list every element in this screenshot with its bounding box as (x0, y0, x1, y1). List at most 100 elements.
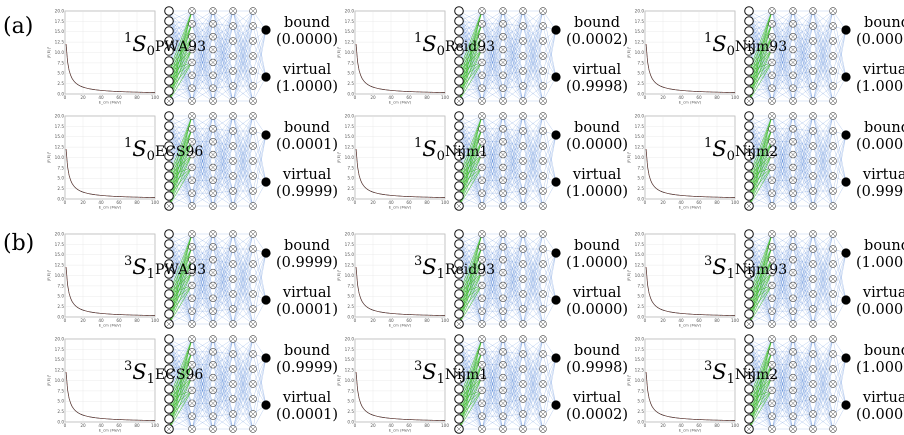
node-cross-mark (790, 113, 796, 119)
network-edge (481, 338, 504, 391)
x-tick-label: 20 (370, 423, 376, 428)
input-node (744, 309, 754, 319)
network-edge (792, 141, 814, 177)
node-cross-mark (790, 270, 796, 276)
bound-output-label: bound(1.0000) (566, 238, 628, 271)
y-tick-label: 10.0 (55, 378, 65, 383)
virtual-output-label-text: virtual (862, 62, 904, 78)
network-edge (771, 180, 794, 207)
network-edge (212, 415, 234, 430)
network-edge (212, 130, 234, 168)
network-edge-highlight (168, 62, 193, 102)
node-cross-mark (479, 164, 485, 170)
node-cross-mark (769, 139, 775, 145)
input-node (164, 269, 174, 279)
network-edge (458, 115, 483, 155)
node-cross-mark (520, 231, 526, 237)
network-edge (502, 246, 524, 310)
node-cross-mark (830, 173, 836, 179)
node-cross-mark (830, 231, 836, 237)
network-edge (481, 233, 504, 260)
network-edge (771, 233, 794, 286)
network-edge-highlight (748, 338, 773, 430)
network-edge (832, 130, 847, 183)
node-cross-mark (479, 362, 485, 368)
network-edge (458, 10, 483, 50)
potential-name: ECS96 (154, 144, 204, 160)
network-edge (502, 263, 524, 299)
network-edge (232, 383, 254, 430)
network-edge (232, 338, 254, 400)
network-edge (502, 154, 524, 207)
network-edge (748, 115, 773, 155)
x-tick-label: 60 (406, 423, 412, 428)
x-tick-label: 0 (64, 423, 67, 428)
network-edge (502, 293, 524, 325)
channel-label: 1S0Nijm2 (704, 137, 802, 163)
network-edge (168, 298, 193, 325)
network-edge-highlight (168, 49, 193, 72)
network-edge (212, 353, 234, 404)
input-node (454, 364, 464, 374)
y-tick-label: 5.0 (637, 176, 644, 181)
node-cross-mark (540, 8, 546, 14)
network-edge (232, 263, 254, 325)
network-edge (832, 233, 847, 301)
node-cross-mark (479, 375, 485, 381)
network-edge (458, 351, 483, 380)
network-edge (502, 263, 524, 312)
x-tick-label: 40 (98, 95, 104, 100)
network-edge (481, 338, 504, 365)
network-edge (502, 167, 524, 192)
network-edge-highlight (168, 338, 193, 420)
network-edge (522, 55, 544, 102)
y-tick-label: 15.0 (345, 134, 355, 139)
network-edge (232, 115, 254, 177)
input-node (744, 239, 754, 249)
bound-output-label-probability: (0.9999) (276, 254, 339, 271)
network-edge (522, 338, 544, 400)
node-cross-mark (769, 177, 775, 183)
y-tick-label: 20.0 (345, 113, 355, 118)
x-tick-label: 60 (406, 318, 412, 323)
node-cross-mark (540, 261, 546, 267)
node-cross-mark (230, 173, 236, 179)
node-cross-mark (790, 387, 796, 393)
network-edge (168, 351, 193, 390)
network-edge (502, 141, 524, 177)
bound-output-label: bound(0.0001) (856, 120, 904, 153)
virtual-output-label: virtual(1.0000) (856, 62, 904, 95)
panel-b-reid93: 0.0 2.5 5.0 7.5 10.0 12.5 15.0 17.5 20.0 0 20 40 60 8… (336, 229, 638, 329)
network-edge (481, 62, 504, 102)
y-tick-label: 15.0 (55, 29, 65, 34)
network-edge-highlight (168, 49, 193, 92)
input-node (744, 56, 754, 66)
network-edge (212, 36, 234, 57)
node-cross-mark (520, 173, 526, 179)
network-edge (522, 338, 544, 370)
node-cross-mark (479, 72, 485, 78)
node-cross-mark (520, 158, 526, 164)
network-edge (792, 390, 814, 430)
network-edge (502, 233, 524, 295)
mini-plot: 0.02.55.07.510.012.515.017.520.00 20 40 60 8… (336, 336, 449, 432)
node-cross-mark (500, 203, 506, 209)
node-cross-mark (189, 321, 195, 327)
network-edge (212, 167, 234, 207)
node-cross-mark (790, 126, 796, 132)
network-edge (542, 115, 557, 183)
y-tick-label: 2.5 (347, 186, 354, 191)
network-edge (212, 353, 234, 417)
network-edge-highlight (458, 115, 483, 207)
network-edge (502, 338, 524, 353)
node-cross-mark (769, 231, 775, 237)
network-edge (502, 55, 524, 76)
network-edge (502, 25, 524, 76)
network-edge (212, 25, 234, 89)
network-edge (212, 49, 234, 72)
node-cross-mark (500, 336, 506, 342)
input-node (164, 249, 174, 259)
network-edge (522, 70, 544, 102)
network-edge (481, 10, 504, 76)
input-node (454, 239, 464, 249)
